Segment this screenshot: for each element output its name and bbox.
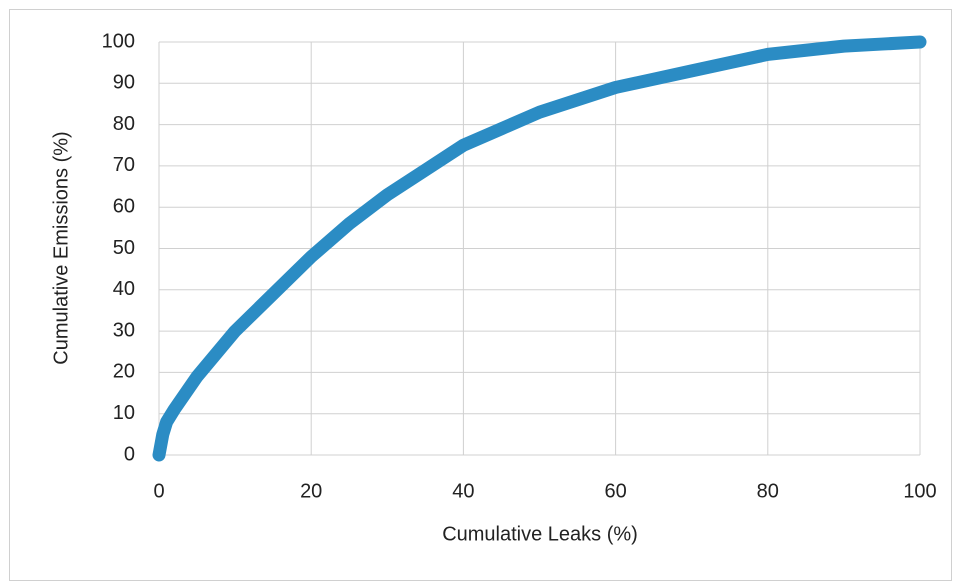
y-tick-label: 30 (113, 319, 135, 341)
x-axis-label: Cumulative Leaks (%) (442, 523, 638, 545)
y-tick-label: 80 (113, 113, 135, 135)
x-tick-label: 0 (153, 480, 164, 502)
x-tick-label: 20 (300, 480, 322, 502)
y-axis-label: Cumulative Emissions (%) (50, 131, 72, 364)
data-line (152, 35, 927, 462)
y-tick-label: 70 (113, 154, 135, 176)
chart-border (9, 9, 952, 581)
y-tick-label: 20 (113, 361, 135, 383)
y-tick-label: 100 (102, 30, 135, 52)
y-tick-label: 0 (124, 443, 135, 465)
y-tick-label: 60 (113, 195, 135, 217)
y-tick-label: 40 (113, 278, 135, 300)
x-tick-label: 40 (452, 480, 474, 502)
x-tick-label: 60 (604, 480, 626, 502)
x-tick-label: 80 (757, 480, 779, 502)
x-tick-label: 100 (903, 480, 936, 502)
y-tick-label: 10 (113, 402, 135, 424)
y-tick-label: 50 (113, 237, 135, 259)
y-tick-label: 90 (113, 72, 135, 94)
